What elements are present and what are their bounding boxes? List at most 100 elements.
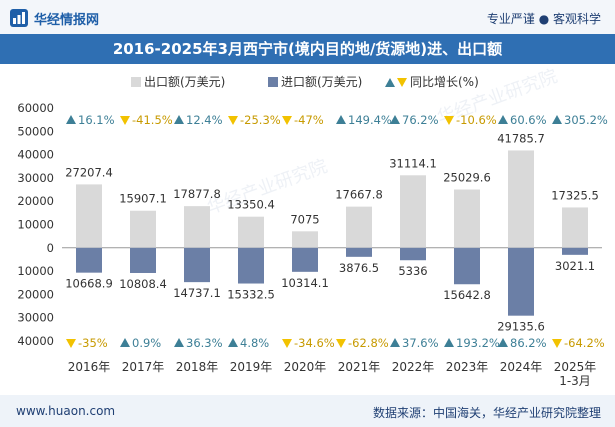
export-growth-label: 16.1% (78, 113, 115, 127)
import-value-label: 15332.5 (227, 288, 275, 302)
import-value-label: 5336 (398, 264, 427, 278)
import-growth-label: 37.6% (402, 336, 439, 350)
x-tick-label: 2021年 (338, 360, 381, 374)
import-growth-label: -34.6% (294, 336, 335, 350)
x-tick-label: 2016年 (68, 360, 111, 374)
export-growth-icon (120, 116, 130, 125)
export-growth-icon (498, 115, 508, 124)
export-growth-label: -10.6% (456, 113, 497, 127)
export-value-label: 41785.7 (497, 131, 545, 145)
x-tick-label: 2019年 (230, 360, 273, 374)
y-tick-label: 20000 (17, 194, 54, 208)
import-bar (238, 247, 264, 284)
export-value-label: 31114.1 (389, 156, 437, 170)
import-growth-label: 193.2% (456, 336, 500, 350)
import-bar (130, 247, 156, 273)
y-tick-label: 20000 (17, 287, 54, 301)
import-growth-icon (66, 339, 76, 348)
export-growth-label: 149.4% (348, 113, 392, 127)
import-growth-icon (336, 339, 346, 348)
import-bar (454, 247, 480, 285)
import-bar (76, 247, 102, 273)
export-value-label: 13350.4 (227, 198, 275, 212)
export-bar (508, 150, 534, 248)
import-value-label: 10808.4 (119, 277, 167, 291)
import-growth-label: 4.8% (240, 336, 269, 350)
export-value-label: 17667.8 (335, 188, 383, 202)
export-value-label: 27207.4 (65, 165, 113, 179)
import-bar (184, 247, 210, 283)
chart-title: 2016-2025年3月西宁市(境内目的地/货源地)进、出口额 (0, 34, 615, 64)
import-bar (346, 247, 372, 257)
import-value-label: 10668.9 (65, 277, 113, 291)
import-growth-icon (174, 338, 184, 347)
data-source: 数据来源：中国海关，华经产业研究院整理 (372, 406, 601, 420)
legend-up-triangle (385, 78, 395, 87)
export-bar (346, 206, 372, 248)
y-tick-label: 40000 (17, 334, 54, 348)
export-bar (562, 207, 588, 248)
import-growth-label: 36.3% (186, 336, 223, 350)
import-value-label: 29135.6 (497, 320, 545, 334)
export-growth-label: 12.4% (186, 113, 223, 127)
top-bar: 华经情报网 专业严谨 ● 客观科学 (0, 0, 615, 34)
y-tick-label: 40000 (17, 148, 54, 162)
export-value-label: 25029.6 (443, 170, 491, 184)
import-growth-icon (390, 338, 400, 347)
export-growth-label: -25.3% (240, 113, 281, 127)
import-growth-icon (228, 338, 238, 347)
import-growth-icon (498, 338, 508, 347)
export-growth-icon (552, 115, 562, 124)
y-tick-label: 50000 (17, 124, 54, 138)
y-tick-label: 10000 (17, 264, 54, 278)
export-bar (76, 184, 102, 248)
export-value-label: 15907.1 (119, 192, 167, 206)
import-value-label: 3021.1 (555, 259, 595, 273)
export-value-label: 17325.5 (551, 188, 599, 202)
import-bar (562, 247, 588, 255)
import-growth-label: -64.2% (564, 336, 605, 350)
export-growth-icon (336, 115, 346, 124)
import-value-label: 14737.1 (173, 286, 221, 300)
export-value-label: 7075 (290, 212, 319, 226)
import-growth-icon (552, 339, 562, 348)
import-growth-icon (444, 338, 454, 347)
export-growth-icon (390, 115, 400, 124)
x-tick-label: 1-3月 (559, 374, 591, 388)
brand-name: 华经情报网 (34, 13, 100, 28)
logo-icon (10, 9, 28, 27)
legend-import-label: 进口额(万美元) (281, 75, 362, 89)
x-tick-label: 2020年 (284, 360, 327, 374)
export-bar (454, 189, 480, 248)
export-bar (184, 206, 210, 248)
export-growth-label: 305.2% (564, 113, 608, 127)
export-growth-icon (174, 115, 184, 124)
x-tick-label: 2022年 (392, 360, 435, 374)
footer-url[interactable]: www.huaon.com (16, 404, 116, 418)
export-growth-label: -47% (294, 113, 324, 127)
y-tick-label: 10000 (17, 218, 54, 232)
legend-growth-label: 同比增长(%) (410, 75, 479, 89)
export-bar (292, 231, 318, 248)
import-growth-label: 0.9% (132, 336, 161, 350)
import-value-label: 10314.1 (281, 276, 329, 290)
import-growth-icon (282, 339, 292, 348)
legend-import-swatch (268, 77, 278, 87)
import-value-label: 3876.5 (339, 261, 379, 275)
y-tick-label: 30000 (17, 171, 54, 185)
export-bar (400, 175, 426, 248)
export-bar (130, 210, 156, 248)
tagline: 专业严谨 ● 客观科学 (486, 12, 601, 26)
export-growth-label: -41.5% (132, 113, 173, 127)
export-value-label: 17877.8 (173, 187, 221, 201)
x-tick-label: 2025年 (554, 360, 597, 374)
import-value-label: 15642.8 (443, 288, 491, 302)
legend-down-triangle (397, 78, 407, 87)
export-growth-icon (66, 115, 76, 124)
footer: www.huaon.com 数据来源：中国海关，华经产业研究院整理 (0, 395, 615, 427)
y-tick-label: 60000 (17, 101, 54, 115)
x-tick-label: 2017年 (122, 360, 165, 374)
export-bar (238, 216, 264, 248)
export-growth-label: 60.6% (510, 113, 547, 127)
